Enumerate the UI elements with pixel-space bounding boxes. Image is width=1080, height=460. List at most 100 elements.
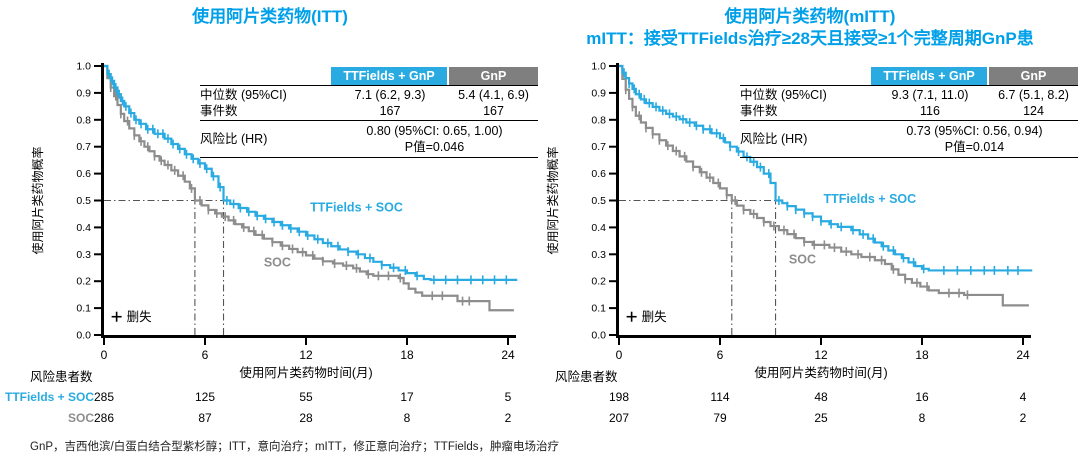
svg-text:2: 2: [1020, 411, 1027, 425]
svg-text:79: 79: [713, 411, 727, 425]
svg-text:8: 8: [404, 411, 411, 425]
svg-text:0.9: 0.9: [591, 87, 606, 99]
svg-text:18: 18: [400, 348, 414, 362]
svg-text:0.0: 0.0: [76, 330, 91, 342]
svg-text:48: 48: [814, 390, 828, 404]
stats-median-ttfields: 9.3 (7.1, 11.0): [891, 88, 969, 102]
panel-itt: 使用阿片类药物(ITT) 0.0 0.1 0.2 0.3 0.4 0.5 0.6 0.7 0.8…: [0, 0, 540, 435]
svg-text:0.7: 0.7: [591, 141, 606, 153]
stats-p-value: P值=0.046: [404, 140, 465, 154]
stats-header-gnp: GnP: [989, 67, 1078, 85]
stats-header-gnp: GnP: [449, 67, 538, 85]
svg-text:TTFields + SOC: TTFields + SOC: [823, 192, 916, 206]
svg-text:6: 6: [202, 348, 209, 362]
svg-text:TTFields + SOC: TTFields + SOC: [5, 390, 94, 404]
svg-text:删失: 删失: [642, 309, 668, 324]
stats-events-gnp: 167: [483, 104, 504, 118]
stats-table-mitt: TTFields + GnP GnP 中位数 (95%CI) 9.3 (7.1,…: [740, 67, 1078, 158]
svg-text:0.7: 0.7: [76, 141, 91, 153]
svg-text:28: 28: [299, 411, 313, 425]
stats-events-label: 事件数: [200, 104, 238, 118]
title-line-2: mITT：接受TTFields治疗≥28天且接受≥1个完整周期GnP患: [586, 29, 1034, 48]
svg-text:0.4: 0.4: [76, 222, 91, 234]
svg-text:0.3: 0.3: [76, 249, 91, 261]
panel-title-itt: 使用阿片类药物(ITT): [0, 6, 540, 28]
svg-text:0.6: 0.6: [591, 168, 606, 180]
svg-text:198: 198: [609, 390, 629, 404]
svg-text:0.5: 0.5: [76, 195, 91, 207]
svg-text:删失: 删失: [127, 309, 153, 324]
svg-text:0: 0: [101, 348, 108, 362]
svg-text:SOC: SOC: [68, 411, 94, 425]
svg-text:2: 2: [505, 411, 512, 425]
svg-text:0.8: 0.8: [591, 114, 606, 126]
svg-text:0: 0: [616, 348, 623, 362]
km-plot-mitt: 0.0 0.1 0.2 0.3 0.4 0.5 0.6 0.7 0.8 0.9 1.0 0 6 12 18 2…: [545, 61, 1033, 425]
svg-text:0.4: 0.4: [591, 222, 606, 234]
svg-text:0.1: 0.1: [76, 303, 91, 315]
svg-text:6: 6: [717, 348, 724, 362]
title-line-1: 使用阿片类药物(mITT): [724, 7, 896, 26]
stats-median-gnp: 5.4 (4.1, 6.9): [458, 88, 529, 102]
svg-text:1.0: 1.0: [591, 61, 606, 73]
stats-events-ttfields: 167: [379, 104, 401, 118]
risk-caption-mitt: 风险患者数: [555, 370, 618, 384]
stats-events-label: 事件数: [740, 104, 778, 118]
stats-hr-label: 风险比 (HR): [200, 132, 268, 146]
svg-text:SOC: SOC: [264, 255, 291, 269]
abbreviation-footnote: GnP，吉西他滨/白蛋白结合型紫杉醇；ITT，意向治疗；mITT，修正意向治疗；…: [30, 441, 559, 453]
svg-text:25: 25: [814, 411, 828, 425]
svg-text:87: 87: [198, 411, 212, 425]
stats-header-ttfields-gnp: TTFields + GnP: [331, 67, 447, 85]
svg-text:使用阿片类药物时间(月): 使用阿片类药物时间(月): [239, 365, 372, 380]
svg-text:17: 17: [400, 390, 414, 404]
svg-text:12: 12: [299, 348, 313, 362]
svg-text:207: 207: [609, 411, 629, 425]
svg-text:0.3: 0.3: [591, 249, 606, 261]
svg-text:使用阿片类药物概率: 使用阿片类药物概率: [30, 146, 45, 254]
stats-p-value: P值=0.014: [944, 140, 1005, 154]
svg-text:24: 24: [1016, 348, 1030, 362]
stats-events-gnp: 124: [1023, 104, 1044, 118]
svg-text:285: 285: [94, 390, 114, 404]
svg-text:55: 55: [299, 390, 313, 404]
stats-hr-value: 0.73 (95%CI: 0.56, 0.94): [906, 124, 1043, 138]
svg-text:使用阿片类药物时间(月): 使用阿片类药物时间(月): [754, 365, 887, 380]
svg-text:SOC: SOC: [789, 253, 816, 267]
stats-corner: [200, 67, 331, 85]
svg-text:0.2: 0.2: [76, 276, 91, 288]
stats-header-ttfields-gnp: TTFields + GnP: [871, 67, 987, 85]
svg-text:0.2: 0.2: [591, 276, 606, 288]
stats-median-ttfields: 7.1 (6.2, 9.3): [354, 88, 426, 102]
svg-text:使用阿片类药物概率: 使用阿片类药物概率: [545, 146, 560, 254]
title-line-1: 使用阿片类药物(ITT): [192, 7, 348, 26]
svg-text:TTFields + SOC: TTFields + SOC: [310, 200, 403, 214]
panel-title-mitt: 使用阿片类药物(mITT) mITT：接受TTFields治疗≥28天且接受≥1…: [540, 6, 1080, 50]
svg-text:0.9: 0.9: [76, 87, 91, 99]
svg-text:12: 12: [814, 348, 828, 362]
svg-text:24: 24: [501, 348, 515, 362]
svg-text:286: 286: [94, 411, 114, 425]
panel-mitt: 使用阿片类药物(mITT) mITT：接受TTFields治疗≥28天且接受≥1…: [540, 0, 1080, 435]
svg-text:0.0: 0.0: [591, 330, 606, 342]
stats-events-ttfields: 116: [920, 104, 940, 118]
stats-corner: [740, 67, 871, 85]
svg-text:125: 125: [195, 390, 215, 404]
svg-text:18: 18: [915, 348, 929, 362]
svg-text:16: 16: [915, 390, 929, 404]
stats-table-itt: TTFields + GnP GnP 中位数 (95%CI) 7.1 (6.2,…: [200, 67, 538, 158]
svg-text:0.1: 0.1: [591, 303, 606, 315]
stats-median-label: 中位数 (95%CI): [200, 88, 287, 102]
svg-text:114: 114: [710, 390, 729, 404]
svg-text:4: 4: [1020, 390, 1027, 404]
svg-text:8: 8: [919, 411, 926, 425]
svg-text:0.5: 0.5: [591, 195, 606, 207]
svg-text:5: 5: [505, 390, 512, 404]
stats-median-gnp: 6.7 (5.1, 8.2): [998, 88, 1069, 102]
svg-text:0.8: 0.8: [76, 114, 91, 126]
svg-text:1.0: 1.0: [76, 61, 91, 73]
svg-text:0.6: 0.6: [76, 168, 91, 180]
stats-hr-label: 风险比 (HR): [740, 132, 808, 146]
stats-median-label: 中位数 (95%CI): [740, 88, 827, 102]
